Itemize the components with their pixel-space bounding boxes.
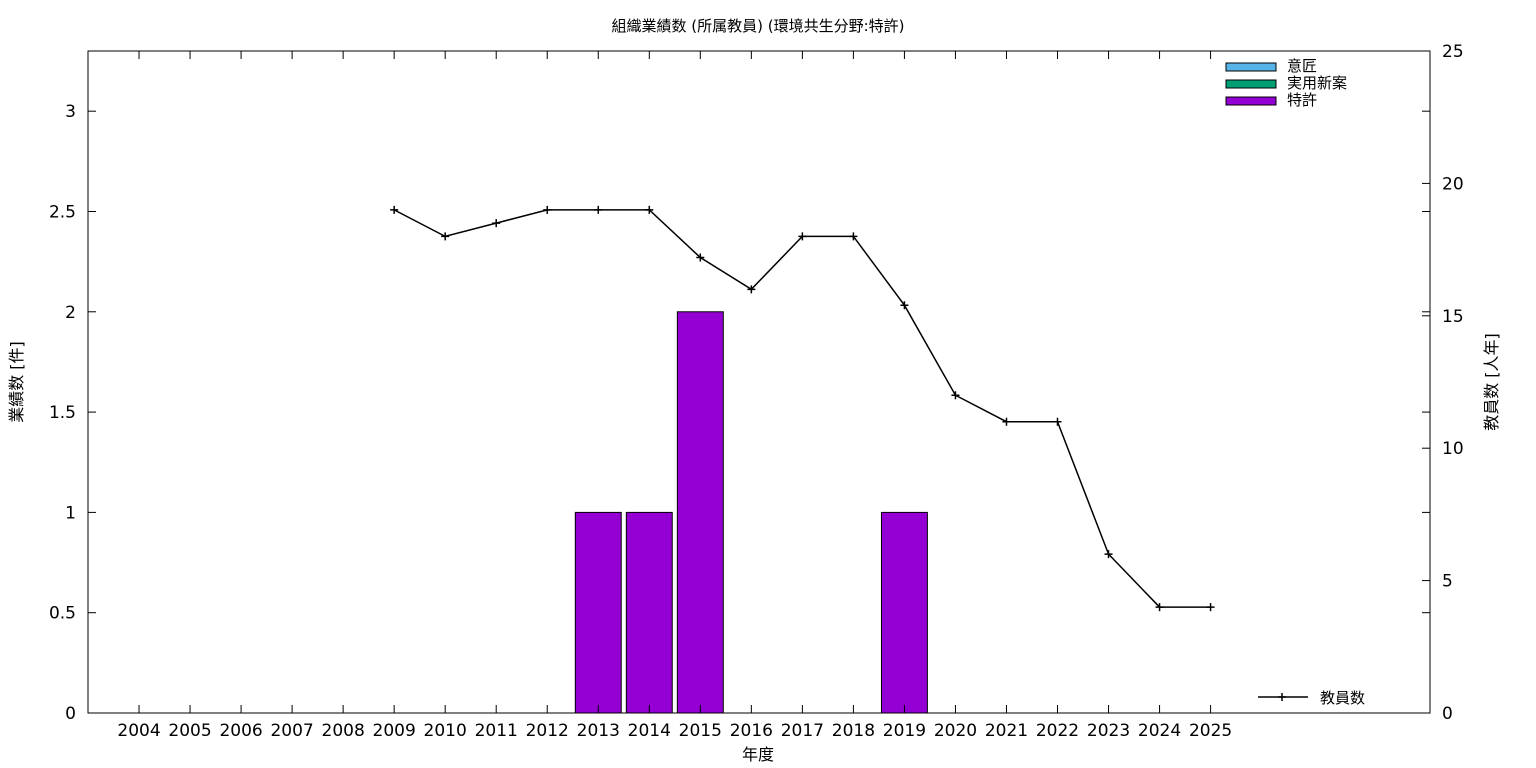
left-y-tick-label-6: 3 [65,102,76,122]
faculty-count-point-2011 [492,219,501,228]
faculty-count-point-2024 [1155,603,1164,612]
x-tick-label-2013: 2013 [577,721,620,741]
x-tick-label-2016: 2016 [730,721,773,741]
right-y-tick-label-2: 10 [1442,439,1464,459]
x-tick-label-2020: 2020 [934,721,977,741]
x-tick-label-2005: 2005 [168,721,211,741]
faculty-count-point-2009 [390,205,399,214]
left-y-tick-label-0: 0 [65,704,76,724]
legend-swatch-patent [1225,96,1277,106]
left-y-tick-label-5: 2.5 [49,202,76,222]
x-tick-label-2012: 2012 [526,721,569,741]
y-axis-label: 業績数 [件] [7,341,26,423]
faculty-count-point-2023 [1104,550,1113,559]
legend-label-utility-model: 実用新案 [1287,74,1347,92]
faculty-count-point-2025 [1206,603,1215,612]
x-axis-label: 年度 [742,745,774,764]
legend-swatch-utility-model [1225,79,1277,89]
x-tick-label-2018: 2018 [832,721,875,741]
legend-line-marker [1278,693,1286,701]
left-y-tick-label-4: 2 [65,303,76,323]
right-y-tick-label-4: 20 [1442,174,1464,194]
legend-label-patent: 特許 [1287,91,1317,109]
faculty-count-point-2014 [645,205,654,214]
left-y-tick-label-2: 1 [65,503,76,523]
plot-area-frame [87,50,1431,714]
x-tick-label-2023: 2023 [1087,721,1130,741]
x-tick-label-2015: 2015 [679,721,722,741]
x-tick-label-2022: 2022 [1036,721,1079,741]
right-y-tick-label-1: 5 [1442,572,1453,592]
x-tick-label-2010: 2010 [424,721,467,741]
line-series-group [390,205,1215,612]
x-tick-label-2024: 2024 [1138,721,1181,741]
right-y-tick-label-0: 0 [1442,704,1453,724]
left-y-tick-label-1: 0.5 [49,604,76,624]
right-y-axis: 0 5 10 15 20 25 [1422,42,1464,724]
legend-swatch-design [1225,62,1277,72]
x-tick-label-2014: 2014 [628,721,671,741]
x-tick-label-2007: 2007 [270,721,313,741]
bar-2014-series-2 [625,511,673,714]
left-y-tick-label-3: 1.5 [49,403,76,423]
x-axis: 2004 2005 2006 2007 2008 2009 2010 2011 2012 2013… [117,51,1232,741]
x-tick-label-2009: 2009 [373,721,416,741]
faculty-count-point-2018 [849,232,858,241]
faculty-count-line [393,209,1211,608]
faculty-count-point-2022 [1053,417,1062,426]
legend-bars: 意匠 実用新案 特許 [1225,57,1347,109]
right-y-tick-label-3: 15 [1442,307,1464,327]
faculty-count-point-2021 [1002,417,1011,426]
faculty-count-point-2015 [696,253,705,262]
faculty-count-point-2020 [951,391,960,400]
x-tick-label-2008: 2008 [322,721,365,741]
legend-label-faculty-count: 教員数 [1320,689,1365,707]
bar-group [574,311,928,714]
left-y-axis: 0 0.5 1 1.5 2 2.5 3 [49,102,1430,724]
legend-line: 教員数 [1258,689,1365,707]
bar-2019-series-2 [880,511,928,714]
y2-axis-label: 教員数 [人年] [1482,333,1501,431]
chart-title: 組織業績数 (所属教員) (環境共生分野:特許) [612,17,905,35]
legend-label-design: 意匠 [1287,57,1317,75]
x-tick-label-2004: 2004 [117,721,160,741]
bar-2015-series-2 [676,311,724,714]
faculty-count-point-2013 [594,205,603,214]
x-tick-label-2017: 2017 [781,721,824,741]
x-tick-label-2011: 2011 [475,721,518,741]
faculty-count-point-2016 [747,285,756,294]
right-y-tick-label-5: 25 [1442,42,1464,62]
x-tick-label-2019: 2019 [883,721,926,741]
x-tick-label-2006: 2006 [219,721,262,741]
faculty-count-point-2019 [900,301,909,310]
faculty-count-point-2017 [798,232,807,241]
bar-2013-series-2 [574,511,622,714]
faculty-count-point-2012 [543,205,552,214]
x-tick-label-2021: 2021 [985,721,1028,741]
faculty-count-point-2010 [441,232,450,241]
x-tick-label-2025: 2025 [1189,721,1232,741]
